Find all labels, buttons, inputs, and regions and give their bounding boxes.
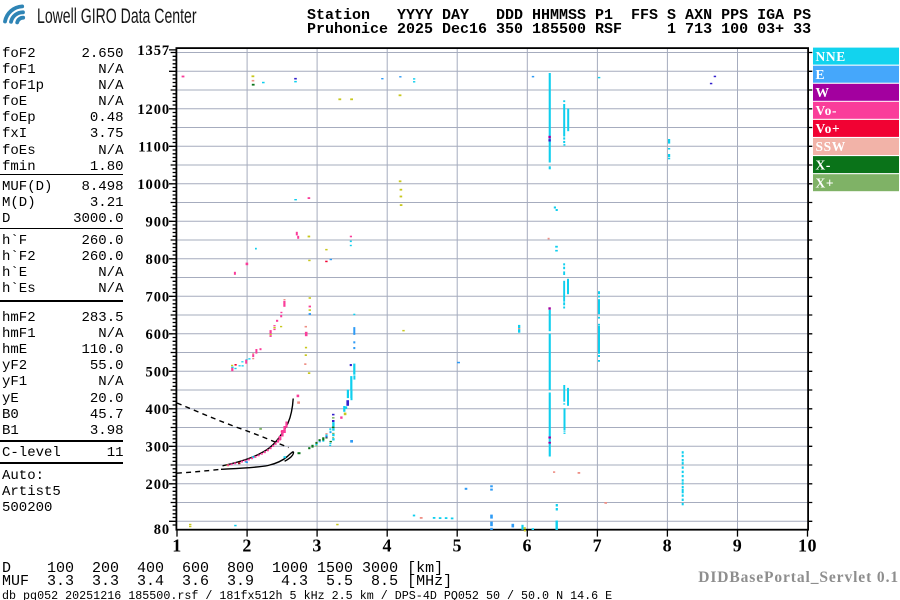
- svg-text:X-: X-: [816, 157, 831, 172]
- svg-text:5: 5: [452, 536, 462, 556]
- svg-text:800: 800: [146, 252, 170, 268]
- svg-text:7: 7: [593, 536, 603, 556]
- svg-text:Vo+: Vo+: [816, 121, 841, 136]
- svg-text:4: 4: [382, 536, 392, 556]
- svg-text:10: 10: [798, 536, 817, 556]
- svg-text:W: W: [816, 85, 830, 100]
- svg-text:400: 400: [146, 402, 170, 418]
- svg-text:500: 500: [146, 365, 170, 381]
- svg-text:E: E: [816, 67, 826, 82]
- svg-text:9: 9: [733, 536, 743, 556]
- svg-text:900: 900: [146, 215, 170, 231]
- svg-text:1: 1: [172, 536, 182, 556]
- svg-text:1357: 1357: [137, 43, 170, 59]
- svg-text:80: 80: [154, 522, 170, 538]
- svg-text:X+: X+: [816, 175, 835, 190]
- svg-text:Vo-: Vo-: [816, 103, 838, 118]
- svg-text:2: 2: [242, 536, 252, 556]
- svg-text:3: 3: [312, 536, 322, 556]
- svg-text:200: 200: [146, 477, 170, 493]
- svg-text:6: 6: [523, 536, 533, 556]
- svg-text:1200: 1200: [137, 102, 170, 118]
- svg-text:1000: 1000: [137, 177, 170, 193]
- svg-text:700: 700: [146, 290, 170, 306]
- svg-text:600: 600: [146, 327, 170, 343]
- svg-text:NNE: NNE: [816, 49, 846, 64]
- svg-text:SSW: SSW: [816, 139, 846, 154]
- svg-text:300: 300: [146, 440, 170, 456]
- svg-text:8: 8: [663, 536, 673, 556]
- svg-text:1100: 1100: [138, 140, 170, 156]
